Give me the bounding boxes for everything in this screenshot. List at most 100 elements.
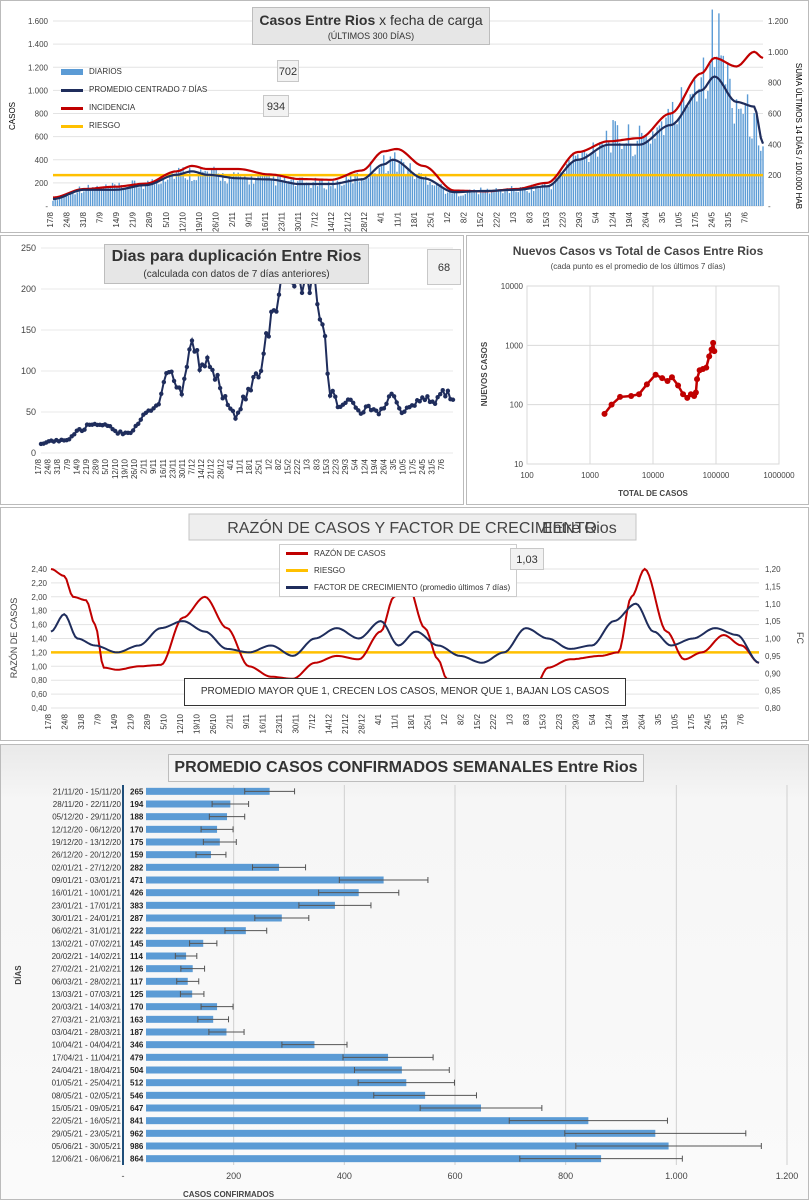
x-tick-label: 12/4: [608, 211, 617, 227]
daily-bar: [605, 130, 608, 206]
daily-bar: [583, 149, 586, 206]
doubling-point: [348, 397, 353, 402]
x-axis-label: CASOS CONFIRMADOS: [183, 1190, 275, 1199]
doubling-point: [333, 394, 338, 399]
daily-bar: [114, 184, 116, 206]
x-tick-label: 12/4: [605, 713, 614, 729]
x-tick-label: 1/2: [264, 458, 273, 470]
daily-bar: [261, 175, 264, 206]
bar: [146, 1028, 227, 1036]
x-tick-label: 800: [558, 1171, 573, 1181]
y-tick-label: 400: [35, 156, 49, 165]
doubling-point: [402, 409, 407, 414]
daily-bar: [378, 167, 381, 206]
y-tick-label: 10: [514, 460, 523, 469]
daily-bar: [358, 181, 361, 206]
daily-bar: [294, 186, 297, 206]
daily-bar: [718, 13, 720, 207]
doubling-point: [443, 394, 448, 399]
x-tick-label: 7/9: [63, 458, 72, 470]
daily-bar: [250, 174, 253, 206]
x-tick-label: 9/11: [149, 458, 158, 474]
bar-value-label: 841: [130, 1117, 144, 1126]
y-tick-label: 0,40: [31, 704, 47, 713]
daily-bar: [96, 185, 98, 206]
daily-bar: [286, 183, 288, 206]
chart-title: Casos Entre Rios: [259, 12, 376, 28]
doubling-point: [356, 408, 361, 413]
daily-bar: [577, 154, 579, 206]
daily-bar: [171, 171, 173, 206]
x-tick-label: 24/5: [707, 211, 716, 227]
y-tick-label: 800: [35, 110, 49, 119]
daily-bar: [365, 178, 367, 206]
daily-bar: [312, 182, 314, 206]
bar-value-label: 546: [130, 1091, 144, 1100]
daily-bar: [680, 87, 683, 206]
daily-bar: [56, 200, 59, 206]
category-label: 08/05/21 - 02/05/21: [52, 1091, 122, 1100]
chart-subtitle: (cada punto es el promedio de los último…: [551, 262, 726, 271]
daily-bar: [191, 181, 193, 206]
daily-bar: [349, 174, 352, 206]
doubling-point: [194, 348, 200, 353]
daily-bar: [715, 56, 718, 207]
daily-bar: [195, 180, 198, 206]
daily-bar: [557, 179, 559, 206]
x-tick-label: 1.200: [776, 1171, 799, 1181]
chart-subtitle: (ÚLTIMOS 300 DÍAS): [327, 31, 415, 41]
daily-bar: [711, 9, 713, 206]
daily-bar: [731, 108, 733, 206]
daily-bar: [724, 84, 727, 206]
x-tick-label: 28/9: [143, 713, 152, 729]
x-tick-label: 1000000: [763, 471, 795, 480]
daily-bar: [548, 185, 550, 206]
doubling-point: [350, 400, 356, 406]
category-label: 22/05/21 - 16/05/21: [52, 1117, 122, 1126]
x-tick-label: 18/1: [407, 713, 416, 729]
doubling-point: [230, 408, 236, 414]
doubling-point: [210, 367, 215, 373]
daily-bar: [499, 189, 502, 206]
doubling-point: [432, 401, 438, 406]
x-tick-label: 3/5: [658, 211, 667, 223]
x-tick-label: 4/1: [377, 211, 386, 223]
x-tick-label: 1000: [581, 471, 599, 480]
chart-subtitle: (calculada con datos de 7 días anteriore…: [143, 269, 330, 280]
x-tick-label: 28/12: [360, 211, 369, 232]
legend-swatch-growth: [286, 586, 308, 589]
x-tick-label: 15/2: [476, 211, 485, 227]
doubling-point: [435, 394, 440, 400]
bar: [146, 876, 384, 884]
doubling-point: [202, 364, 207, 369]
daily-bar: [85, 189, 87, 206]
y-tick-label: 2,00: [31, 593, 47, 602]
daily-bar: [292, 177, 295, 206]
daily-bar: [173, 178, 175, 206]
daily-bar: [138, 187, 140, 206]
bar: [146, 851, 211, 859]
category-label: 06/03/21 - 28/02/21: [52, 977, 122, 986]
chart-title: Dias para duplicación Entre Rios: [111, 248, 362, 265]
new-vs-total-plot: Nuevos Casos vs Total de Casos Entre Rio…: [480, 244, 795, 498]
x-tick-label: 8/3: [522, 713, 531, 725]
legend-label-ratio: RAZÓN DE CASOS: [314, 549, 386, 558]
bar-value-label: 647: [130, 1104, 144, 1113]
y2-tick-label: 0,90: [765, 669, 781, 678]
daily-bar: [636, 140, 639, 206]
chart-legend: DIARIOS PROMEDIO CENTRADO 7 DÍAS INCIDEN…: [61, 63, 207, 135]
daily-bar: [246, 177, 248, 206]
daily-bar: [555, 176, 557, 206]
ratio-note-box: PROMEDIO MAYOR QUE 1, CRECEN LOS CASOS, …: [184, 678, 626, 706]
daily-bar: [125, 187, 127, 206]
daily-bar: [352, 183, 354, 206]
case-ratio-plot: RAZÓN DE CASOS Y FACTOR DE CRECIMIENTO E…: [9, 513, 805, 734]
x-tick-label: 11/1: [236, 458, 245, 474]
daily-bar: [427, 184, 429, 206]
daily-bar: [722, 55, 725, 206]
category-label: 20/03/21 - 14/03/21: [52, 1003, 122, 1012]
daily-bar: [502, 193, 504, 206]
y-tick-label: 0,60: [31, 690, 47, 699]
daily-bar: [579, 159, 581, 206]
daily-bar: [570, 163, 572, 206]
